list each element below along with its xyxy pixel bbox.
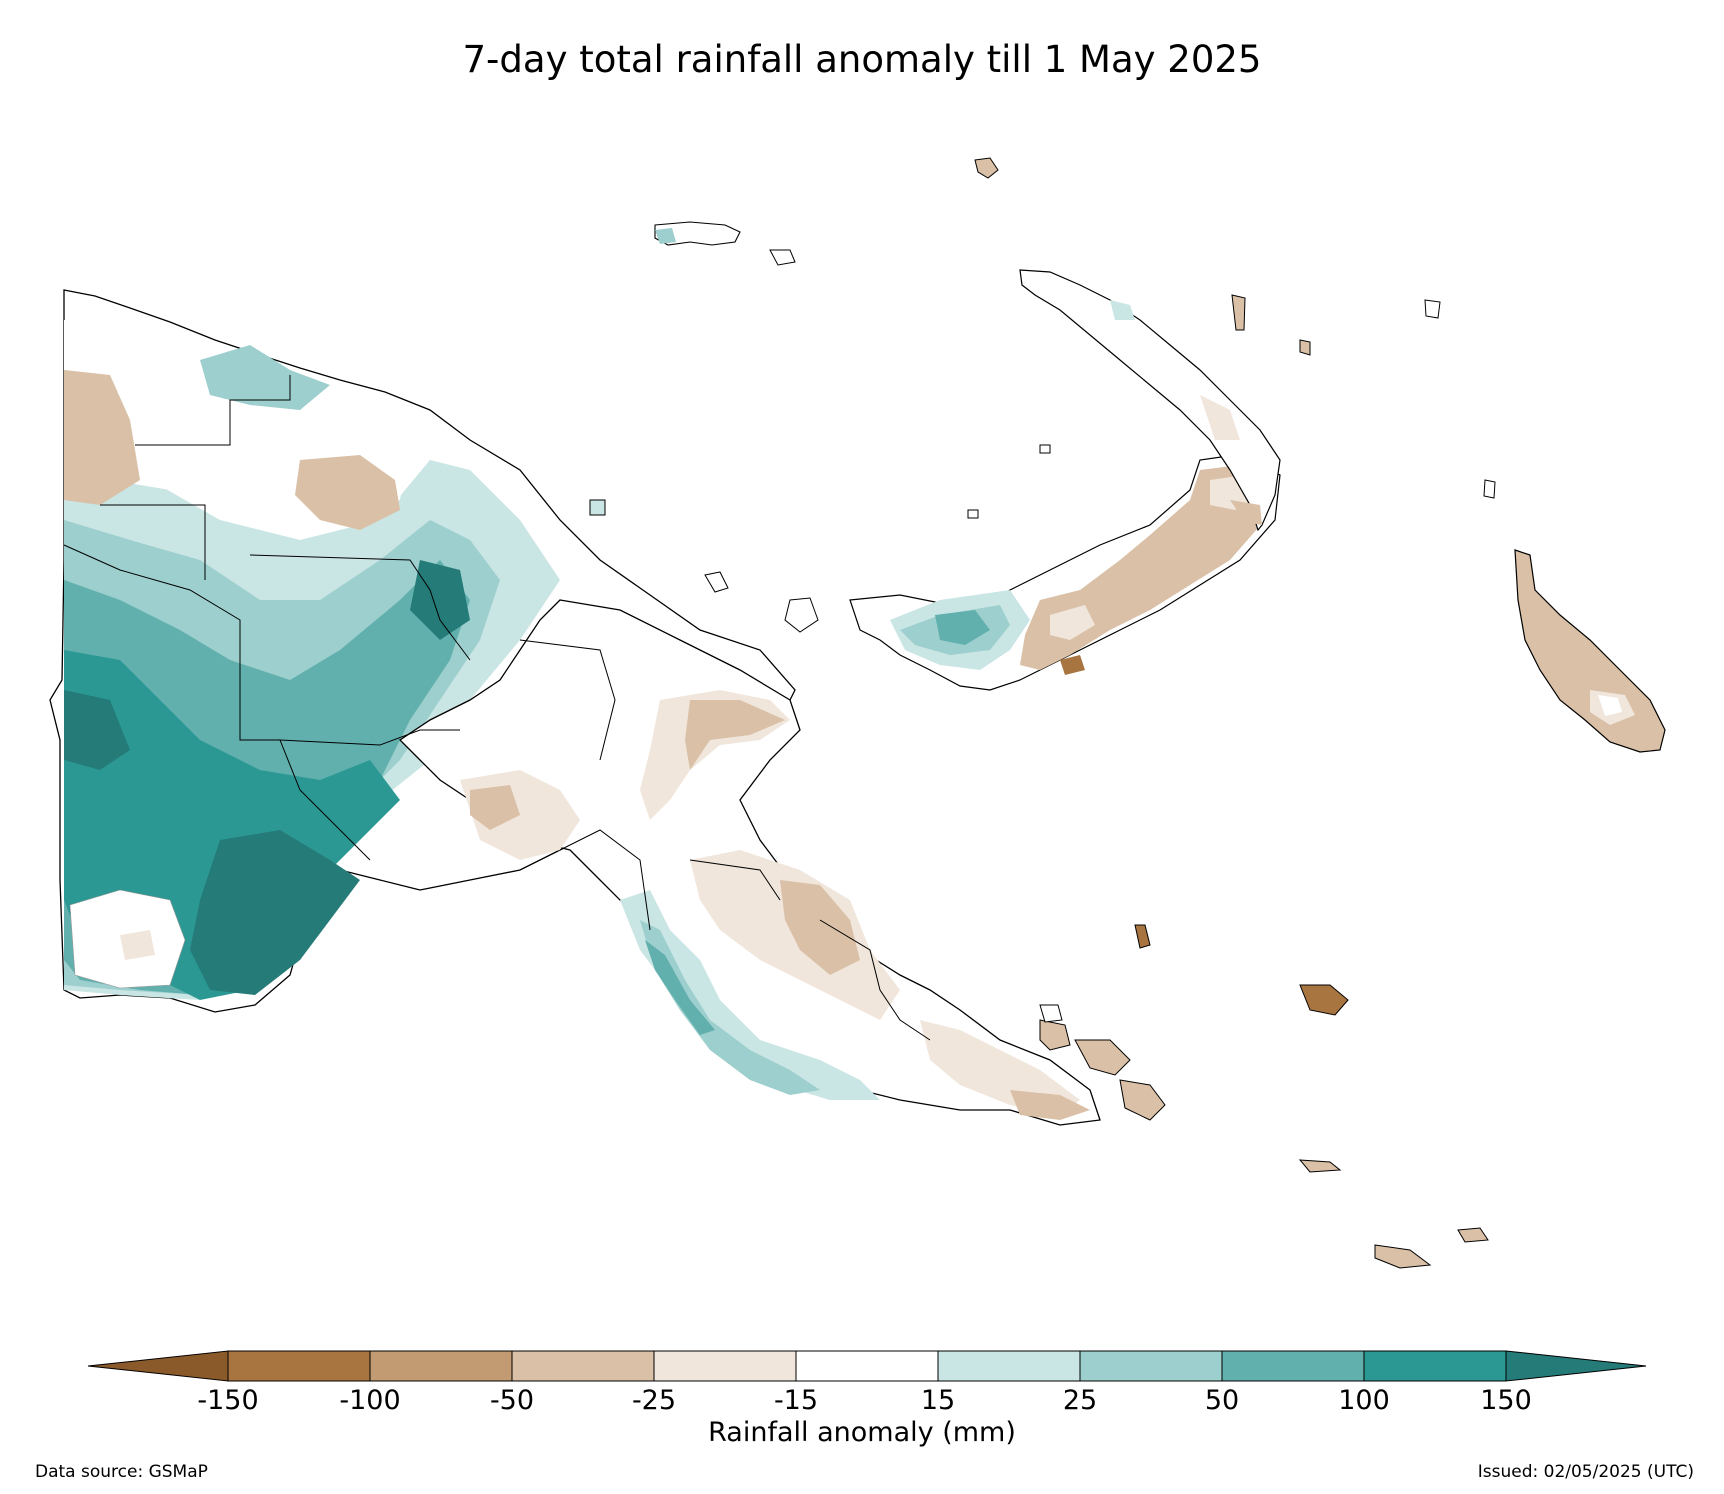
colorbar-tick-label: -50 (489, 1385, 535, 1416)
colorbar-tick-label: 100 (1338, 1385, 1390, 1416)
mainland-west (49, 289, 796, 1013)
issued-date-note: Issued: 02/05/2025 (UTC) (1477, 1462, 1694, 1482)
colorbar-extend-high (1505, 1350, 1647, 1382)
colorbar-tick-label: -150 (197, 1385, 259, 1416)
new-britain (849, 454, 1281, 691)
milne-bay-islands (1039, 924, 1489, 1269)
colorbar-bin (1221, 1350, 1365, 1382)
colorbar-extend-low (87, 1350, 229, 1382)
colorbar-bin (795, 1350, 939, 1382)
colorbar-bin (937, 1350, 1081, 1382)
colorbar-bin (369, 1350, 513, 1382)
province-boundaries (63, 375, 931, 1041)
colorbar-tick-label: -100 (339, 1385, 401, 1416)
colorbar-bin (511, 1350, 655, 1382)
map-title: 7-day total rainfall anomaly till 1 May … (462, 38, 1262, 81)
colorbar-tick-label: 25 (1062, 1385, 1098, 1416)
colorbar (87, 1350, 1647, 1382)
bougainville (1514, 549, 1666, 753)
colorbar-tick-label: 50 (1204, 1385, 1240, 1416)
colorbar-tick-label: -25 (631, 1385, 677, 1416)
colorbar-tick-label: -15 (773, 1385, 819, 1416)
small-islands (589, 157, 1496, 633)
manus-island (654, 221, 796, 266)
data-source-note: Data source: GSMaP (35, 1462, 208, 1482)
colorbar-bin (653, 1350, 797, 1382)
colorbar-bin (1363, 1350, 1507, 1382)
colorbar-bin (1079, 1350, 1223, 1382)
new-ireland (1019, 269, 1281, 532)
colorbar-tick-label: 15 (920, 1385, 956, 1416)
colorbar-tick-label: 150 (1480, 1385, 1532, 1416)
colorbar-title: Rainfall anomaly (mm) (708, 1417, 1016, 1448)
colorbar-bin (227, 1350, 371, 1382)
mainland-east (398, 599, 1101, 1126)
